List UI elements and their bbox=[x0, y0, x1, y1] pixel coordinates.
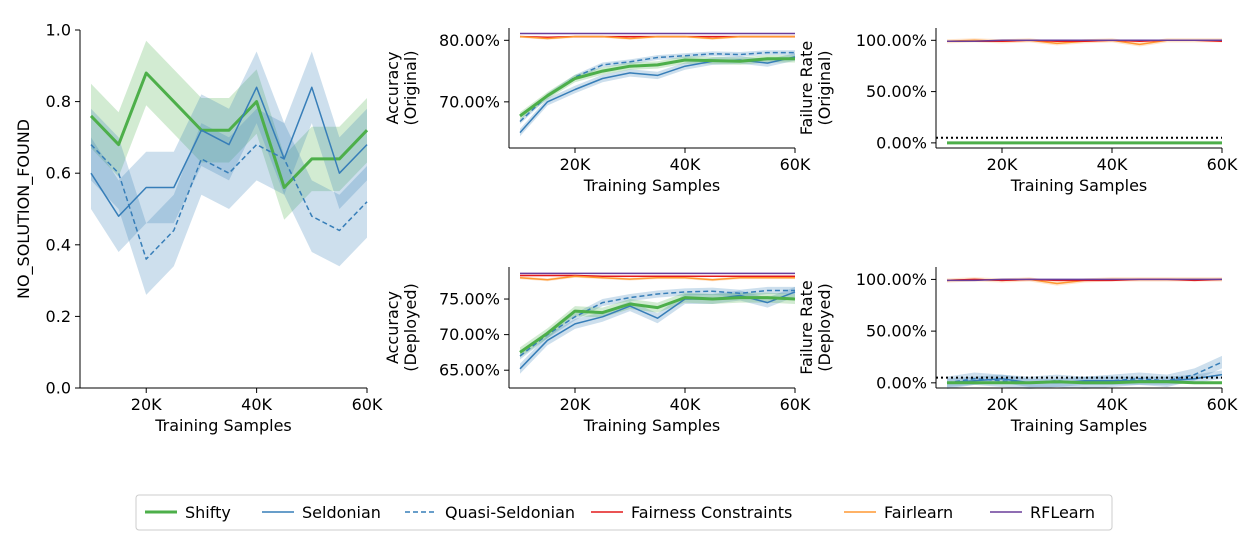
series-line-quasi-seldonian bbox=[90, 143, 368, 260]
x-tick-label: 20K bbox=[560, 395, 591, 414]
y-tick-label: 100.00% bbox=[856, 31, 927, 50]
x-tick-label: 40K bbox=[670, 395, 701, 414]
band-shifty bbox=[520, 55, 795, 120]
legend-label: Shifty bbox=[185, 503, 231, 522]
legend-label: Fairness Constraints bbox=[631, 503, 792, 522]
series-line-fairness-constraints bbox=[520, 274, 795, 278]
band-quasi-seldonian bbox=[520, 50, 795, 125]
legend-label: Quasi-Seldonian bbox=[445, 503, 575, 522]
legend: Shifty Seldonian Quasi-Seldonian Fairness C… bbox=[135, 494, 1113, 531]
y-tick-label: 70.00% bbox=[439, 325, 500, 344]
y-axis-label: Failure Rate bbox=[797, 280, 816, 374]
x-tick-label: 40K bbox=[1097, 155, 1128, 174]
y-tick-label: 1.0 bbox=[46, 21, 71, 40]
x-tick-label: 40K bbox=[670, 155, 701, 174]
chart-fail-dep: 20K 40K 60K 0.00% 50.00% 100.00% Training Samp… bbox=[797, 267, 1238, 435]
y-tick-label: 0.6 bbox=[46, 164, 71, 183]
legend-frame bbox=[135, 494, 1113, 531]
x-axis-label: Training Samples bbox=[583, 176, 721, 195]
x-axis-label: Training Samples bbox=[1010, 176, 1148, 195]
x-tick-label: 60K bbox=[352, 395, 383, 414]
y-axis-label: NO_SOLUTION_FOUND bbox=[14, 119, 34, 299]
y-tick-label: 0.2 bbox=[46, 307, 71, 326]
y-tick-label: 65.00% bbox=[439, 361, 500, 380]
x-tick-label: 60K bbox=[1207, 395, 1238, 414]
y-tick-label: 0.00% bbox=[876, 133, 927, 152]
band-quasi-seldonian bbox=[91, 108, 367, 295]
y-tick-label: 100.00% bbox=[856, 270, 927, 289]
y-axis-label: Accuracy bbox=[383, 51, 402, 124]
x-tick-label: 40K bbox=[241, 395, 272, 414]
x-axis-label: Training Samples bbox=[1010, 416, 1148, 435]
y-tick-label: 80.00% bbox=[439, 31, 500, 50]
y-axis-label: (Original) bbox=[815, 50, 834, 125]
y-axis-label: Accuracy bbox=[383, 291, 402, 364]
x-axis-label: Training Samples bbox=[154, 416, 292, 435]
x-tick-label: 60K bbox=[780, 395, 811, 414]
y-tick-label: 70.00% bbox=[439, 92, 500, 111]
legend-label: Seldonian bbox=[302, 503, 381, 522]
chart-nsf: 20K 40K 60K 0.0 0.2 0.4 0.6 0.8 1.0 Training Samp… bbox=[14, 21, 383, 436]
y-tick-label: 75.00% bbox=[439, 290, 500, 309]
chart-acc-dep: 20K 40K 60K 65.00% 70.00% 75.00% Training Samp… bbox=[383, 267, 811, 435]
x-tick-label: 20K bbox=[987, 395, 1018, 414]
y-tick-label: 0.8 bbox=[46, 92, 71, 111]
y-tick-label: 0.0 bbox=[46, 379, 71, 398]
y-tick-label: 0.00% bbox=[876, 373, 927, 392]
x-tick-label: 20K bbox=[987, 155, 1018, 174]
band-shifty bbox=[520, 292, 795, 358]
x-tick-label: 20K bbox=[560, 155, 591, 174]
x-tick-label: 60K bbox=[1207, 155, 1238, 174]
legend-label: Fairlearn bbox=[884, 503, 953, 522]
y-tick-label: 50.00% bbox=[866, 322, 927, 341]
band-fairlearn bbox=[947, 277, 1222, 286]
y-axis-label: (Original) bbox=[401, 50, 420, 125]
band-seldonian bbox=[91, 51, 367, 252]
y-tick-label: 0.4 bbox=[46, 235, 71, 254]
series-line-shifty bbox=[947, 380, 1222, 385]
x-axis-label: Training Samples bbox=[583, 416, 721, 435]
x-tick-label: 60K bbox=[780, 155, 811, 174]
y-axis-label: Failure Rate bbox=[797, 41, 816, 135]
chart-acc-orig: 20K 40K 60K 70.00% 80.00% Training Samples Acc… bbox=[383, 28, 811, 195]
band-seldonian bbox=[520, 53, 795, 137]
x-tick-label: 20K bbox=[131, 395, 162, 414]
legend-label: RFLearn bbox=[1030, 503, 1095, 522]
x-tick-label: 40K bbox=[1097, 395, 1128, 414]
band-fairlearn bbox=[947, 38, 1222, 47]
y-axis-label: (Deployed) bbox=[401, 283, 420, 372]
chart-fail-orig: 20K 40K 60K 0.00% 50.00% 100.00% Training Samp… bbox=[797, 28, 1238, 195]
y-tick-label: 50.00% bbox=[866, 82, 927, 101]
y-axis-label: (Deployed) bbox=[815, 283, 834, 372]
